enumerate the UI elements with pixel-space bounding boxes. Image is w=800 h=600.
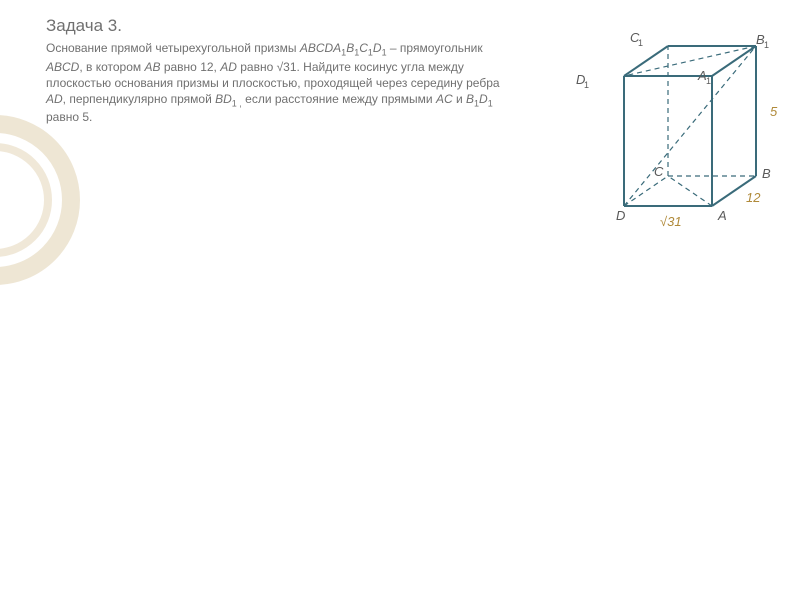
text: D — [479, 92, 488, 106]
text: и — [453, 92, 466, 106]
text: равно 12, — [161, 60, 221, 74]
text: ABCD — [46, 60, 79, 74]
svg-text:B: B — [762, 166, 771, 181]
svg-text:1: 1 — [764, 40, 769, 50]
svg-text:1: 1 — [638, 38, 643, 48]
text: если расстояние между прямыми — [242, 92, 436, 106]
text: ABCDA — [300, 41, 341, 55]
text: BD — [215, 92, 232, 106]
problem-title: Задача 3. — [46, 16, 122, 36]
svg-text:5: 5 — [770, 104, 778, 119]
svg-text:C: C — [654, 164, 664, 179]
problem-statement: Основание прямой четырехугольной призмы … — [46, 40, 516, 126]
sub: 1 , — [232, 98, 242, 108]
svg-text:A: A — [717, 208, 727, 223]
svg-text:1: 1 — [706, 76, 711, 86]
text: , перпендикулярно прямой — [63, 92, 215, 106]
prism-diagram: DABCD1A1B1C1512√31 — [548, 20, 788, 250]
text: B — [346, 41, 354, 55]
text: Основание прямой четырехугольной призмы — [46, 41, 300, 55]
text: AD — [220, 60, 237, 74]
text: C — [359, 41, 368, 55]
text: , в котором — [79, 60, 144, 74]
text: B — [466, 92, 474, 106]
svg-text:1: 1 — [584, 80, 589, 90]
text: AC — [436, 92, 453, 106]
svg-text:D: D — [616, 208, 625, 223]
svg-text:√31: √31 — [660, 214, 682, 229]
decorative-circle — [0, 115, 80, 285]
text: равно 5. — [46, 110, 92, 124]
text: D — [373, 41, 382, 55]
svg-text:12: 12 — [746, 190, 761, 205]
sub: 1 — [488, 98, 493, 108]
text: AB — [144, 60, 160, 74]
text: – прямоугольник — [387, 41, 483, 55]
text: AD — [46, 92, 63, 106]
